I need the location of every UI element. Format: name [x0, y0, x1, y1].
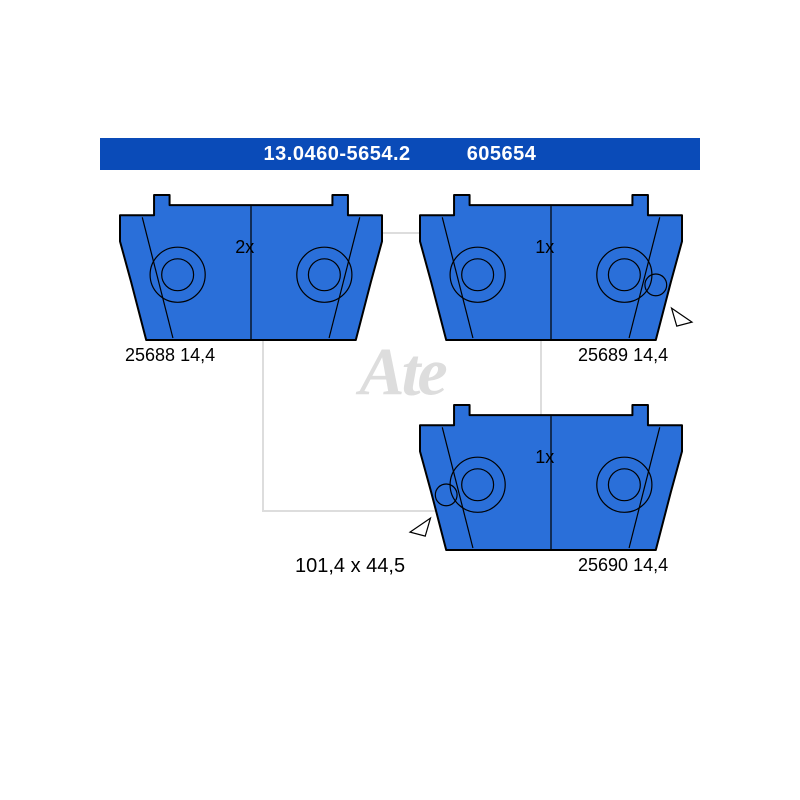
pads-svg: 2x 1x 1x	[0, 0, 800, 800]
svg-text:1x: 1x	[535, 447, 554, 467]
pad1-code: 25688	[125, 345, 175, 365]
svg-text:1x: 1x	[535, 237, 554, 257]
pad3-thickness: 14,4	[633, 555, 668, 575]
pad2-label: 25689 14,4	[578, 345, 668, 366]
pad3-code: 25690	[578, 555, 628, 575]
pad2-code: 25689	[578, 345, 628, 365]
dimensions-label: 101,4 x 44,5	[295, 555, 405, 578]
pad2-thickness: 14,4	[633, 345, 668, 365]
pad1-label: 25688 14,4	[125, 345, 215, 366]
pad3-label: 25690 14,4	[578, 555, 668, 576]
svg-text:2x: 2x	[235, 237, 254, 257]
diagram-canvas: 13.0460-5654.2 605654 Ate 2x1x1x 25688 1…	[0, 0, 800, 800]
pad1-thickness: 14,4	[180, 345, 215, 365]
